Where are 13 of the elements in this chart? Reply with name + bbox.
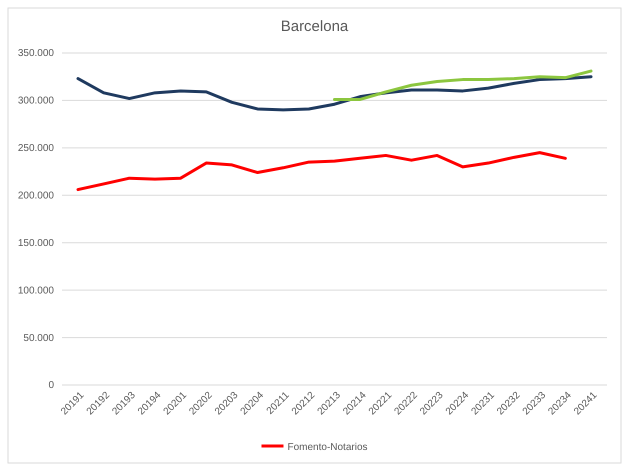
line-series: [76, 151, 567, 192]
chart-title: Barcelona: [280, 18, 349, 35]
line-series: [333, 70, 592, 101]
y-tick-label: 0: [48, 380, 54, 392]
y-tick-label: 150.000: [18, 238, 54, 249]
legend-label: Fomento-Notarios: [287, 442, 368, 453]
y-tick-label: 200.000: [18, 190, 54, 202]
y-tick-label: 300.000: [18, 96, 54, 107]
y-tick-label: 350.000: [18, 48, 54, 60]
line-series: [76, 75, 592, 112]
y-tick-label: 250.000: [18, 143, 54, 154]
y-tick-label: 100.000: [18, 285, 54, 296]
y-tick-label: 50.000: [23, 332, 54, 344]
